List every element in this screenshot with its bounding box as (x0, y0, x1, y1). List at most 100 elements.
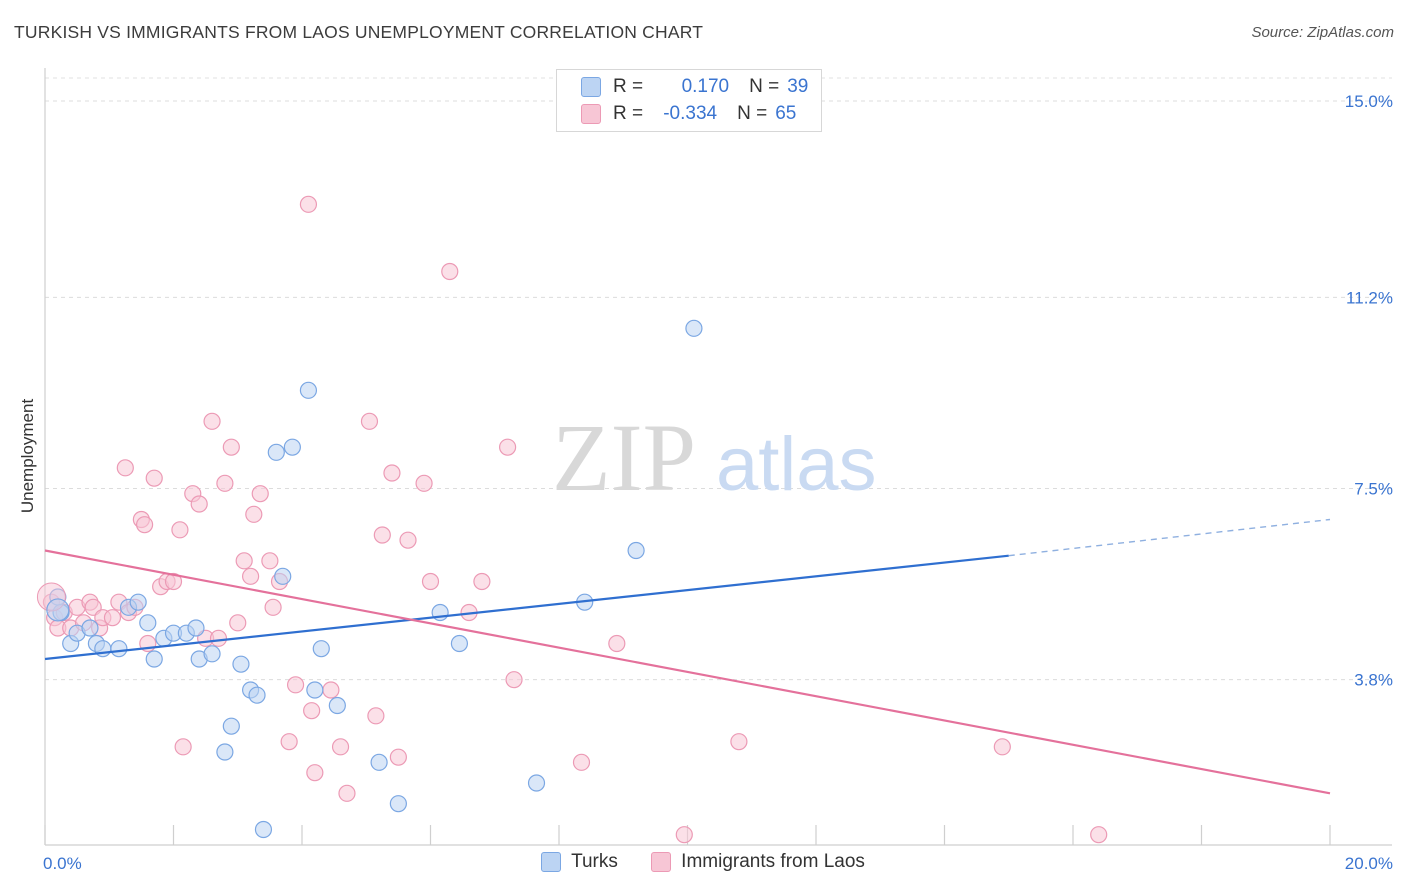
turks-point[interactable] (110, 640, 128, 658)
turks-point[interactable] (685, 319, 703, 337)
laos-point[interactable] (280, 733, 298, 751)
laos-point[interactable] (383, 464, 401, 482)
laos-point[interactable] (229, 614, 247, 632)
turks-point[interactable] (389, 795, 407, 813)
correlation-legend: R = 0.170 N = 39 R = -0.334 N = 65 (556, 69, 822, 132)
laos-point[interactable] (389, 748, 407, 766)
turks-point[interactable] (370, 753, 388, 771)
laos-point[interactable] (373, 526, 391, 544)
y-tick-label: 7.5% (1354, 480, 1393, 499)
laos-point[interactable] (164, 572, 183, 591)
turks-trend-line (44, 554, 1009, 661)
laos-point[interactable] (216, 474, 234, 492)
laos-point[interactable] (235, 552, 253, 570)
turks-point[interactable] (216, 743, 234, 761)
series-legend: Turks Immigrants from Laos (0, 851, 1406, 878)
turks-point[interactable] (328, 696, 346, 715)
source-credit: Source: ZipAtlas.com (1251, 24, 1394, 41)
laos-point[interactable] (209, 629, 228, 647)
turks-point[interactable] (222, 717, 240, 735)
laos-point[interactable] (286, 676, 305, 694)
turks-point[interactable] (254, 820, 273, 839)
laos-point[interactable] (360, 412, 379, 430)
turks-point[interactable] (232, 655, 250, 673)
turks-point[interactable] (306, 681, 324, 699)
y-axis-label: Unemployment (18, 399, 37, 514)
legend-row-turks: R = 0.170 N = 39 (581, 75, 808, 99)
laos-point[interactable] (322, 681, 340, 699)
turks-point[interactable] (267, 443, 285, 461)
laos-point[interactable] (415, 474, 433, 492)
laos-point[interactable] (171, 521, 189, 539)
laos-point[interactable] (421, 572, 440, 591)
turks-point[interactable] (527, 774, 546, 792)
laos-point[interactable] (251, 485, 269, 503)
r-label: R = (613, 103, 644, 124)
legend-label-laos: Immigrants from Laos (681, 851, 865, 872)
laos-point[interactable] (608, 634, 626, 653)
laos-point[interactable] (993, 738, 1011, 756)
laos-point[interactable] (242, 567, 260, 585)
r-value: 0.170 (681, 76, 730, 97)
laos-point[interactable] (222, 438, 240, 456)
laos-point[interactable] (261, 552, 279, 570)
turks-point[interactable] (139, 614, 157, 632)
laos-point[interactable] (338, 784, 356, 802)
y-tick-label: 15.0% (1345, 92, 1393, 111)
laos-point[interactable] (505, 671, 523, 689)
laos-point[interactable] (1090, 826, 1108, 844)
laos-point[interactable] (145, 469, 163, 487)
laos-point[interactable] (103, 609, 122, 627)
chart-title: TURKISH VS IMMIGRANTS FROM LAOS UNEMPLOY… (14, 22, 704, 42)
laos-point[interactable] (331, 738, 350, 756)
legend-item-laos[interactable]: Immigrants from Laos (651, 851, 865, 873)
laos-point[interactable] (399, 531, 417, 549)
turks-point[interactable] (187, 619, 205, 637)
watermark: ZIP atlas (552, 404, 877, 511)
turks-point[interactable] (450, 634, 469, 653)
turks-point[interactable] (248, 686, 266, 704)
turks-point[interactable] (145, 650, 163, 668)
legend-item-turks[interactable]: Turks (541, 851, 618, 873)
turks-point[interactable] (274, 567, 292, 585)
turks-point[interactable] (46, 598, 70, 622)
laos-point[interactable] (264, 598, 282, 616)
trend-lines (44, 518, 1331, 795)
laos-point[interactable] (174, 738, 192, 756)
laos-point[interactable] (675, 826, 693, 844)
laos-point[interactable] (135, 516, 154, 534)
turks-point[interactable] (203, 645, 221, 663)
n-value: 39 (787, 76, 809, 97)
r-value: -0.334 (663, 103, 718, 124)
laos-point[interactable] (299, 195, 318, 213)
laos-point[interactable] (441, 262, 459, 281)
laos-point[interactable] (190, 495, 208, 513)
laos-point[interactable] (306, 764, 324, 782)
laos-point[interactable] (473, 572, 491, 591)
laos-point[interactable] (367, 707, 385, 725)
laos-point[interactable] (572, 753, 591, 771)
y-tick-label: 3.8% (1354, 671, 1393, 690)
laos-swatch (581, 104, 601, 124)
r-label: R = (613, 76, 644, 97)
laos-point[interactable] (245, 505, 263, 523)
laos-point[interactable] (730, 733, 748, 751)
laos-point[interactable] (499, 438, 517, 456)
laos-trend-line (44, 549, 1331, 795)
data-points (36, 195, 1108, 844)
turks-point[interactable] (299, 381, 318, 399)
turks-point[interactable] (129, 593, 147, 611)
watermark-zip: ZIP (552, 404, 696, 511)
turks-trend-extension (1008, 518, 1331, 557)
turks-point[interactable] (283, 438, 301, 456)
turks-legend-swatch (541, 852, 562, 872)
laos-point[interactable] (116, 459, 134, 477)
turks-point[interactable] (312, 640, 330, 658)
laos-point[interactable] (303, 702, 321, 720)
laos-point[interactable] (203, 412, 221, 430)
turks-point[interactable] (627, 541, 645, 560)
n-value: 65 (775, 103, 797, 124)
turks-point[interactable] (81, 619, 99, 637)
laos-legend-swatch (651, 852, 672, 872)
